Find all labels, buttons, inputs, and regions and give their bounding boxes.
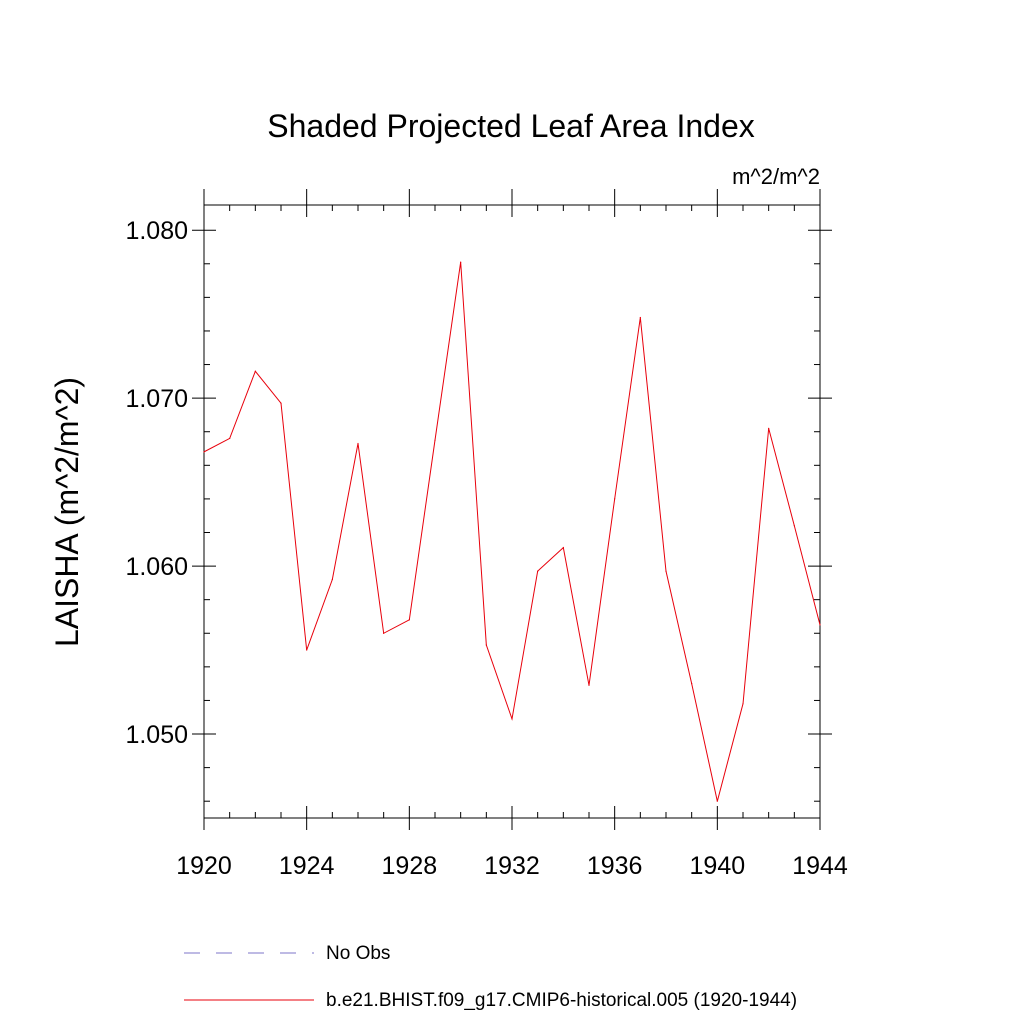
y-tick-label: 1.070 bbox=[125, 385, 188, 413]
data-point bbox=[716, 800, 718, 802]
x-tick-label: 1932 bbox=[484, 852, 540, 880]
data-point bbox=[408, 619, 410, 621]
data-point bbox=[793, 525, 795, 527]
data-point bbox=[383, 632, 385, 634]
data-point bbox=[639, 316, 641, 319]
y-tick-label: 1.060 bbox=[125, 553, 188, 581]
data-point bbox=[280, 402, 282, 404]
legend: No Obs b.e21.BHIST.f09_g17.CMIP6-histori… bbox=[184, 943, 797, 1011]
y-tick-label: 1.080 bbox=[125, 217, 188, 245]
plot-frame bbox=[203, 204, 821, 819]
units-label: m^2/m^2 bbox=[732, 164, 820, 189]
data-point bbox=[434, 439, 436, 441]
x-tick-label: 1940 bbox=[690, 852, 746, 880]
data-point bbox=[588, 684, 590, 686]
x-tick-label: 1920 bbox=[176, 852, 232, 880]
minor-ticks bbox=[204, 205, 820, 818]
data-point bbox=[537, 570, 539, 572]
chart-title: Shaded Projected Leaf Area Index bbox=[267, 108, 754, 144]
y-axis-label: LAISHA (m^2/m^2) bbox=[49, 377, 85, 647]
data-point bbox=[768, 427, 770, 429]
x-tick-label: 1924 bbox=[279, 852, 335, 880]
y-tick-label: 1.050 bbox=[125, 721, 188, 749]
data-point bbox=[254, 370, 256, 372]
data-point bbox=[819, 624, 821, 626]
data-point bbox=[614, 498, 616, 500]
data-point bbox=[665, 570, 667, 572]
legend-label-historical: b.e21.BHIST.f09_g17.CMIP6-historical.005… bbox=[326, 990, 797, 1011]
series-layer bbox=[203, 261, 821, 802]
x-tick-label: 1928 bbox=[382, 852, 438, 880]
data-point bbox=[562, 547, 564, 549]
data-point bbox=[357, 442, 359, 445]
y-tick-labels: 1.050 1.060 1.070 1.080 bbox=[125, 217, 188, 749]
data-point bbox=[691, 683, 693, 685]
data-point bbox=[229, 437, 231, 440]
series-line bbox=[203, 262, 821, 802]
legend-label-no-obs: No Obs bbox=[326, 943, 390, 964]
data-point bbox=[511, 718, 513, 720]
x-tick-label: 1936 bbox=[587, 852, 643, 880]
data-point bbox=[485, 644, 487, 646]
x-tick-labels: 1920 1924 1928 1932 1936 1940 1944 bbox=[176, 852, 848, 880]
x-tick-label: 1944 bbox=[792, 852, 848, 880]
data-point bbox=[742, 703, 744, 705]
data-point bbox=[306, 649, 308, 651]
major-ticks bbox=[192, 189, 832, 830]
data-point bbox=[460, 261, 462, 263]
data-point bbox=[331, 578, 333, 581]
data-point bbox=[203, 451, 205, 453]
